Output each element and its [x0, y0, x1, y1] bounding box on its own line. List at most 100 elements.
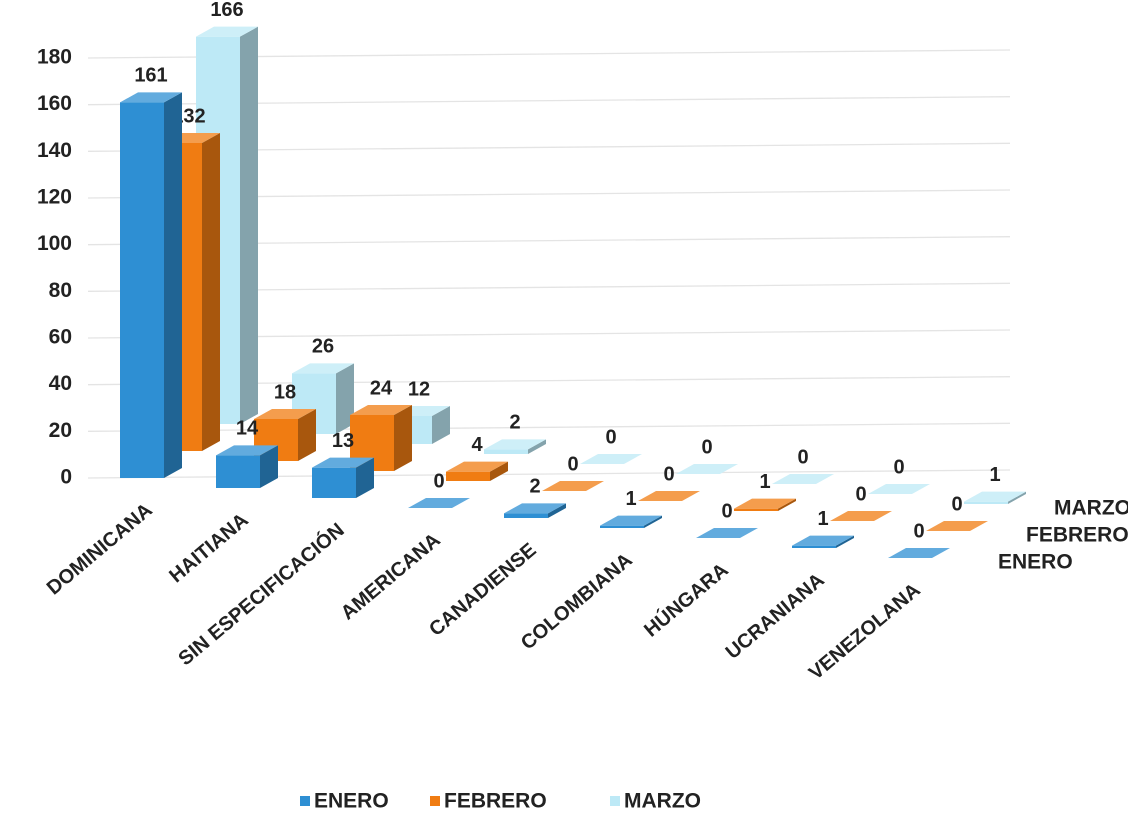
bar: [446, 461, 508, 481]
bar: [772, 474, 834, 484]
bar-top: [446, 461, 508, 472]
value-label: 0: [893, 456, 904, 478]
legend-label: MARZO: [624, 790, 701, 813]
depth-label: FEBRERO: [1026, 524, 1128, 547]
x-tick-label: UCRANIANA: [722, 569, 829, 664]
bar-side: [260, 445, 278, 488]
bar-front: [504, 513, 548, 518]
value-label: 14: [236, 418, 259, 440]
x-tick-label: HÚNGARA: [639, 557, 733, 641]
value-label: 1: [989, 464, 1000, 486]
bar-top: [830, 511, 892, 521]
value-label: 166: [210, 0, 243, 21]
bar-top: [542, 481, 604, 491]
bar-side: [432, 406, 450, 444]
value-label: 0: [721, 500, 732, 522]
value-label: 0: [855, 483, 866, 505]
bar-top: [600, 515, 662, 526]
bar-top: [772, 474, 834, 484]
value-label: 1: [759, 471, 770, 493]
value-label: 26: [312, 336, 334, 358]
y-tick-label: 40: [49, 372, 72, 395]
bar-top: [676, 464, 738, 474]
y-tick-label: 180: [37, 46, 72, 69]
value-label: 0: [567, 453, 578, 475]
bar: [888, 548, 950, 558]
bar: [638, 491, 700, 501]
y-tick-label: 20: [49, 419, 72, 442]
value-label: 1: [817, 508, 828, 530]
bar-front: [216, 455, 260, 488]
bar-front: [484, 449, 528, 454]
bar: [542, 481, 604, 491]
bar: [964, 491, 1026, 504]
bar: [408, 498, 470, 508]
value-label: 0: [913, 520, 924, 542]
x-tick-label: CANADIENSE: [425, 539, 540, 641]
bar-front: [446, 471, 490, 481]
legend-label: ENERO: [314, 790, 389, 813]
bar-top: [638, 491, 700, 501]
bar-top: [696, 528, 758, 538]
bar-side: [336, 363, 354, 434]
bar: [504, 503, 566, 518]
y-tick-label: 140: [37, 139, 72, 162]
bar-front: [734, 508, 778, 511]
value-label: 13: [332, 430, 354, 452]
bar-top: [408, 498, 470, 508]
legend-swatch: [430, 796, 440, 806]
bar: [120, 92, 182, 478]
x-tick-label: COLOMBIANA: [517, 549, 637, 654]
bar-side: [548, 503, 566, 518]
bar-side: [164, 92, 182, 478]
value-label: 161: [134, 65, 167, 87]
bar-side: [394, 405, 412, 471]
value-label: 2: [509, 412, 520, 434]
bar: [600, 515, 662, 528]
x-tick-label: SIN ESPECIFICACIÓN: [173, 517, 348, 670]
y-tick-label: 120: [37, 186, 72, 209]
bar-side: [356, 457, 374, 498]
bar-front: [600, 525, 644, 528]
bar-top: [964, 491, 1026, 502]
x-tick-label: VENEZOLANA: [805, 579, 925, 684]
bar: [484, 439, 546, 454]
x-tick-label: AMERICANA: [337, 529, 445, 624]
value-label: 0: [701, 436, 712, 458]
bar: [216, 445, 278, 488]
value-label: 0: [433, 470, 444, 492]
bar: [792, 535, 854, 548]
bar-top: [868, 484, 930, 494]
legend: ENERO FEBRERO MARZO: [300, 790, 701, 813]
bar-top: [196, 26, 258, 37]
x-tick-label: HAITIANA: [165, 509, 252, 587]
bar: [312, 457, 374, 498]
bar-side: [836, 535, 854, 548]
bar-side: [1008, 491, 1026, 504]
value-label: 24: [370, 377, 393, 399]
bar: [926, 521, 988, 531]
bar-side: [240, 26, 258, 425]
value-label: 12: [408, 378, 430, 400]
bar-front: [120, 102, 164, 478]
bar-top: [580, 454, 642, 464]
x-tick-label: DOMINICANA: [43, 499, 157, 599]
bar: [734, 498, 796, 511]
bar: [868, 484, 930, 494]
bar: [830, 511, 892, 521]
bar-side: [778, 498, 796, 511]
bar-side: [528, 439, 546, 454]
grid-line: [87, 422, 1011, 432]
value-label: 18: [274, 381, 296, 403]
bar-top: [484, 439, 546, 450]
bar-front: [312, 467, 356, 498]
y-tick-label: 100: [37, 232, 72, 255]
bar-top: [120, 92, 182, 103]
depth-label: MARZO: [1054, 497, 1128, 520]
value-label: 1: [625, 488, 636, 510]
bar-top: [792, 535, 854, 546]
bar-front: [964, 501, 1008, 504]
value-label: 0: [951, 493, 962, 515]
bar-top: [254, 409, 316, 419]
